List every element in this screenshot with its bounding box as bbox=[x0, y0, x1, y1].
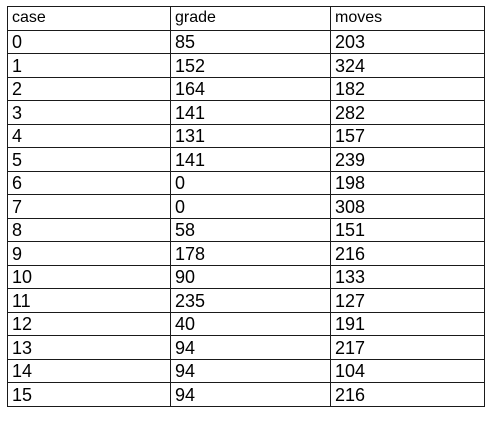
cell-grade: 235 bbox=[170, 288, 331, 313]
cell-grade: 90 bbox=[170, 264, 331, 289]
header-cell-case: case bbox=[7, 6, 171, 31]
cell-moves: 157 bbox=[330, 123, 485, 148]
cell-moves: 182 bbox=[330, 76, 485, 101]
cell-moves: 239 bbox=[330, 147, 485, 172]
cell-case: 2 bbox=[7, 76, 171, 101]
header-cell-moves: moves bbox=[330, 6, 485, 31]
table-header-row: case grade moves bbox=[7, 6, 485, 31]
cell-moves: 282 bbox=[330, 100, 485, 125]
cell-case: 3 bbox=[7, 100, 171, 125]
table-row: 14 94 104 bbox=[7, 358, 485, 383]
table-row: 8 58 151 bbox=[7, 217, 485, 242]
table-body: case grade moves 0 85 203 1 152 324 2 164 182 3 14… bbox=[7, 6, 485, 407]
cell-grade: 94 bbox=[170, 335, 331, 360]
cell-moves: 151 bbox=[330, 217, 485, 242]
cell-case: 10 bbox=[7, 264, 171, 289]
cell-case: 14 bbox=[7, 358, 171, 383]
cell-grade: 141 bbox=[170, 147, 331, 172]
cell-grade: 141 bbox=[170, 100, 331, 125]
cell-moves: 216 bbox=[330, 241, 485, 266]
cell-moves: 217 bbox=[330, 335, 485, 360]
cell-grade: 85 bbox=[170, 29, 331, 54]
table-row: 10 90 133 bbox=[7, 264, 485, 289]
cell-grade: 0 bbox=[170, 170, 331, 195]
cell-grade: 178 bbox=[170, 241, 331, 266]
table-row: 13 94 217 bbox=[7, 335, 485, 360]
cell-moves: 203 bbox=[330, 29, 485, 54]
table-row: 7 0 308 bbox=[7, 194, 485, 219]
table-row: 2 164 182 bbox=[7, 76, 485, 101]
cell-case: 1 bbox=[7, 53, 171, 78]
cell-grade: 164 bbox=[170, 76, 331, 101]
table-row: 1 152 324 bbox=[7, 53, 485, 78]
cell-moves: 324 bbox=[330, 53, 485, 78]
cell-moves: 191 bbox=[330, 311, 485, 336]
cell-moves: 104 bbox=[330, 358, 485, 383]
cell-grade: 94 bbox=[170, 382, 331, 407]
table-row: 6 0 198 bbox=[7, 170, 485, 195]
table-row: 12 40 191 bbox=[7, 311, 485, 336]
cell-grade: 40 bbox=[170, 311, 331, 336]
table-row: 0 85 203 bbox=[7, 29, 485, 54]
cell-case: 9 bbox=[7, 241, 171, 266]
cell-case: 5 bbox=[7, 147, 171, 172]
table-row: 9 178 216 bbox=[7, 241, 485, 266]
cell-case: 11 bbox=[7, 288, 171, 313]
cell-case: 6 bbox=[7, 170, 171, 195]
cell-grade: 94 bbox=[170, 358, 331, 383]
header-cell-grade: grade bbox=[170, 6, 331, 31]
cell-case: 12 bbox=[7, 311, 171, 336]
cell-moves: 133 bbox=[330, 264, 485, 289]
table-row: 4 131 157 bbox=[7, 123, 485, 148]
table-row: 11 235 127 bbox=[7, 288, 485, 313]
cell-case: 4 bbox=[7, 123, 171, 148]
cell-grade: 58 bbox=[170, 217, 331, 242]
cell-case: 7 bbox=[7, 194, 171, 219]
cell-grade: 152 bbox=[170, 53, 331, 78]
cell-moves: 216 bbox=[330, 382, 485, 407]
table-row: 3 141 282 bbox=[7, 100, 485, 125]
cell-case: 8 bbox=[7, 217, 171, 242]
cell-grade: 0 bbox=[170, 194, 331, 219]
cell-grade: 131 bbox=[170, 123, 331, 148]
table-row: 15 94 216 bbox=[7, 382, 485, 407]
cell-moves: 198 bbox=[330, 170, 485, 195]
cell-case: 0 bbox=[7, 29, 171, 54]
cell-moves: 308 bbox=[330, 194, 485, 219]
data-table: case grade moves 0 85 203 1 152 324 2 164 182 3 14… bbox=[7, 6, 485, 407]
cell-case: 13 bbox=[7, 335, 171, 360]
cell-moves: 127 bbox=[330, 288, 485, 313]
table-row: 5 141 239 bbox=[7, 147, 485, 172]
cell-case: 15 bbox=[7, 382, 171, 407]
